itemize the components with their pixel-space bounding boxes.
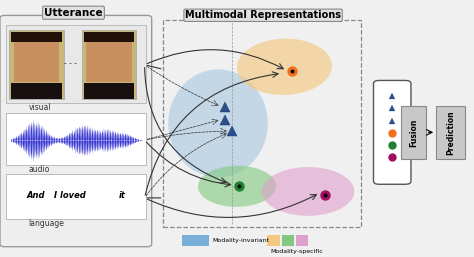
Text: Utterance: Utterance [44,8,103,18]
FancyBboxPatch shape [14,42,59,82]
FancyBboxPatch shape [401,106,426,159]
FancyBboxPatch shape [11,32,62,42]
Ellipse shape [262,167,354,216]
Text: it: it [119,191,126,200]
FancyBboxPatch shape [86,42,132,82]
FancyBboxPatch shape [84,83,134,99]
Text: visual: visual [28,103,51,112]
FancyBboxPatch shape [436,106,465,159]
FancyBboxPatch shape [374,80,411,184]
Ellipse shape [198,166,276,207]
Text: Modality-specific: Modality-specific [270,249,323,254]
FancyBboxPatch shape [0,15,152,247]
FancyBboxPatch shape [182,235,209,246]
FancyBboxPatch shape [267,235,280,246]
Text: Fusion: Fusion [410,118,418,146]
Text: - - -: - - - [64,59,77,68]
Text: Multimodal Representations: Multimodal Representations [185,10,341,20]
FancyBboxPatch shape [84,32,134,42]
Ellipse shape [237,39,332,95]
FancyBboxPatch shape [282,235,294,246]
FancyBboxPatch shape [82,30,136,99]
FancyBboxPatch shape [9,30,64,99]
Text: I loved: I loved [55,191,86,200]
Text: And: And [26,191,45,200]
Text: audio: audio [28,165,50,174]
Ellipse shape [168,69,268,177]
FancyBboxPatch shape [6,174,146,219]
Text: language: language [28,219,64,228]
FancyBboxPatch shape [6,25,146,103]
FancyBboxPatch shape [11,83,62,99]
FancyBboxPatch shape [6,113,146,165]
Text: Modality-invariant: Modality-invariant [212,238,269,243]
FancyBboxPatch shape [296,235,308,246]
Text: Prediction: Prediction [446,110,455,155]
